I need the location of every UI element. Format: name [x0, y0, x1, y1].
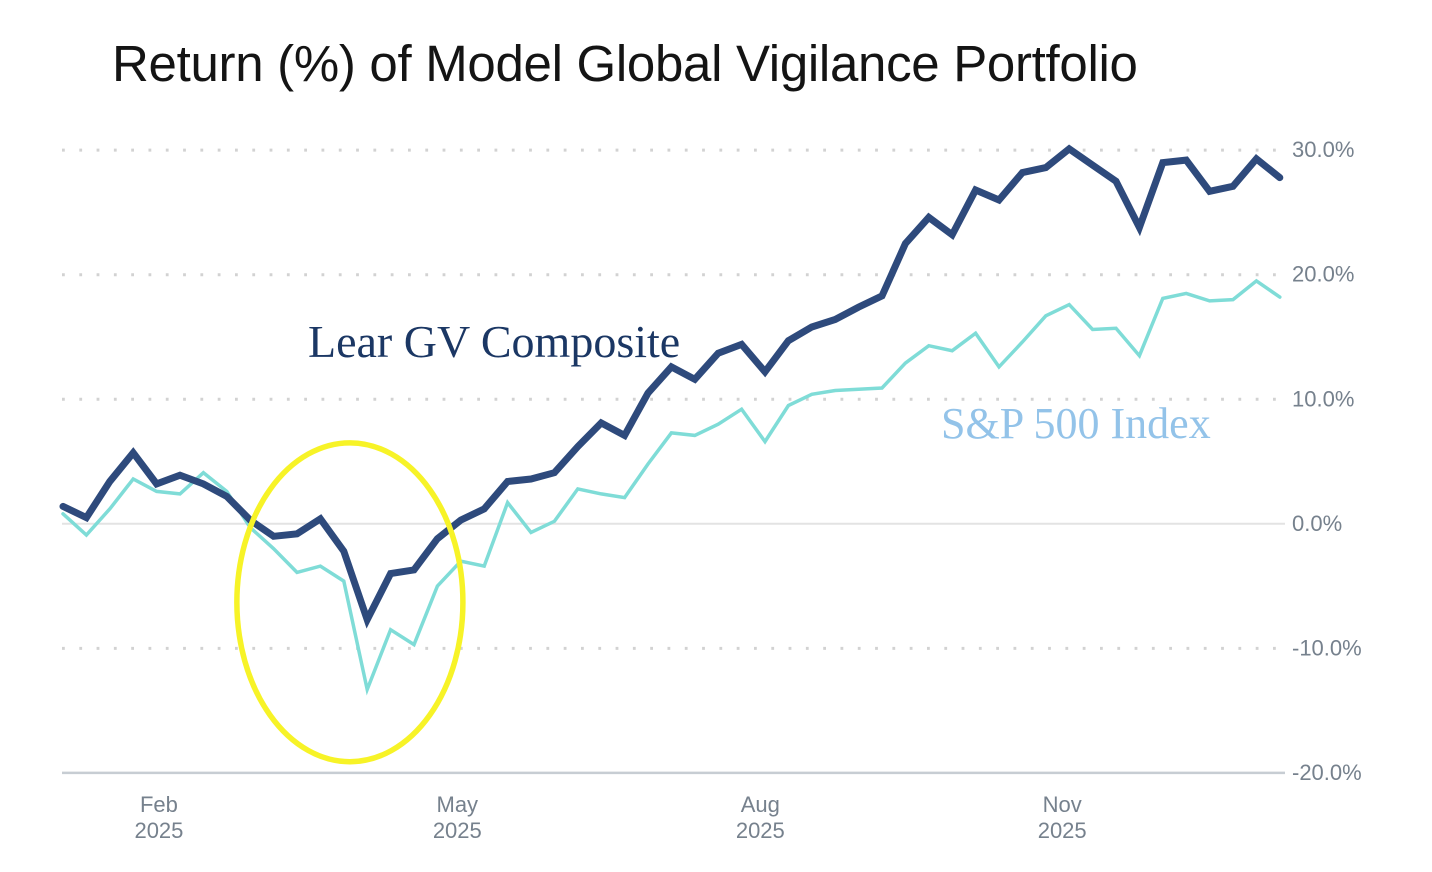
y-tick-label-20.0%: 20.0% — [1292, 262, 1354, 287]
x-tick-label-may-2025: May 2025 — [433, 792, 482, 843]
series-label-sp500-index: S&P 500 Index — [941, 399, 1211, 448]
y-tick-label-0.0%: 0.0% — [1292, 511, 1342, 536]
y-tick-label-10.0%: 10.0% — [1292, 386, 1354, 411]
chart-title: Return (%) of Model Global Vigilance Por… — [112, 35, 1138, 92]
x-tick-label-aug-2025: Aug 2025 — [736, 792, 785, 843]
highlight-ellipse — [234, 440, 466, 765]
y-tick-label--10.0%: -10.0% — [1292, 635, 1362, 660]
series-line-lear-gv-composite — [59, 144, 1284, 629]
y-tick-label--20.0%: -20.0% — [1292, 760, 1362, 785]
x-tick-label-feb-2025: Feb 2025 — [134, 792, 183, 843]
series-line-s-p-500-index — [61, 278, 1282, 696]
series-label-lear-gv-composite: Lear GV Composite — [308, 316, 681, 367]
x-tick-label-nov-2025: Nov 2025 — [1038, 792, 1087, 843]
y-tick-label-30.0%: 30.0% — [1292, 137, 1354, 162]
